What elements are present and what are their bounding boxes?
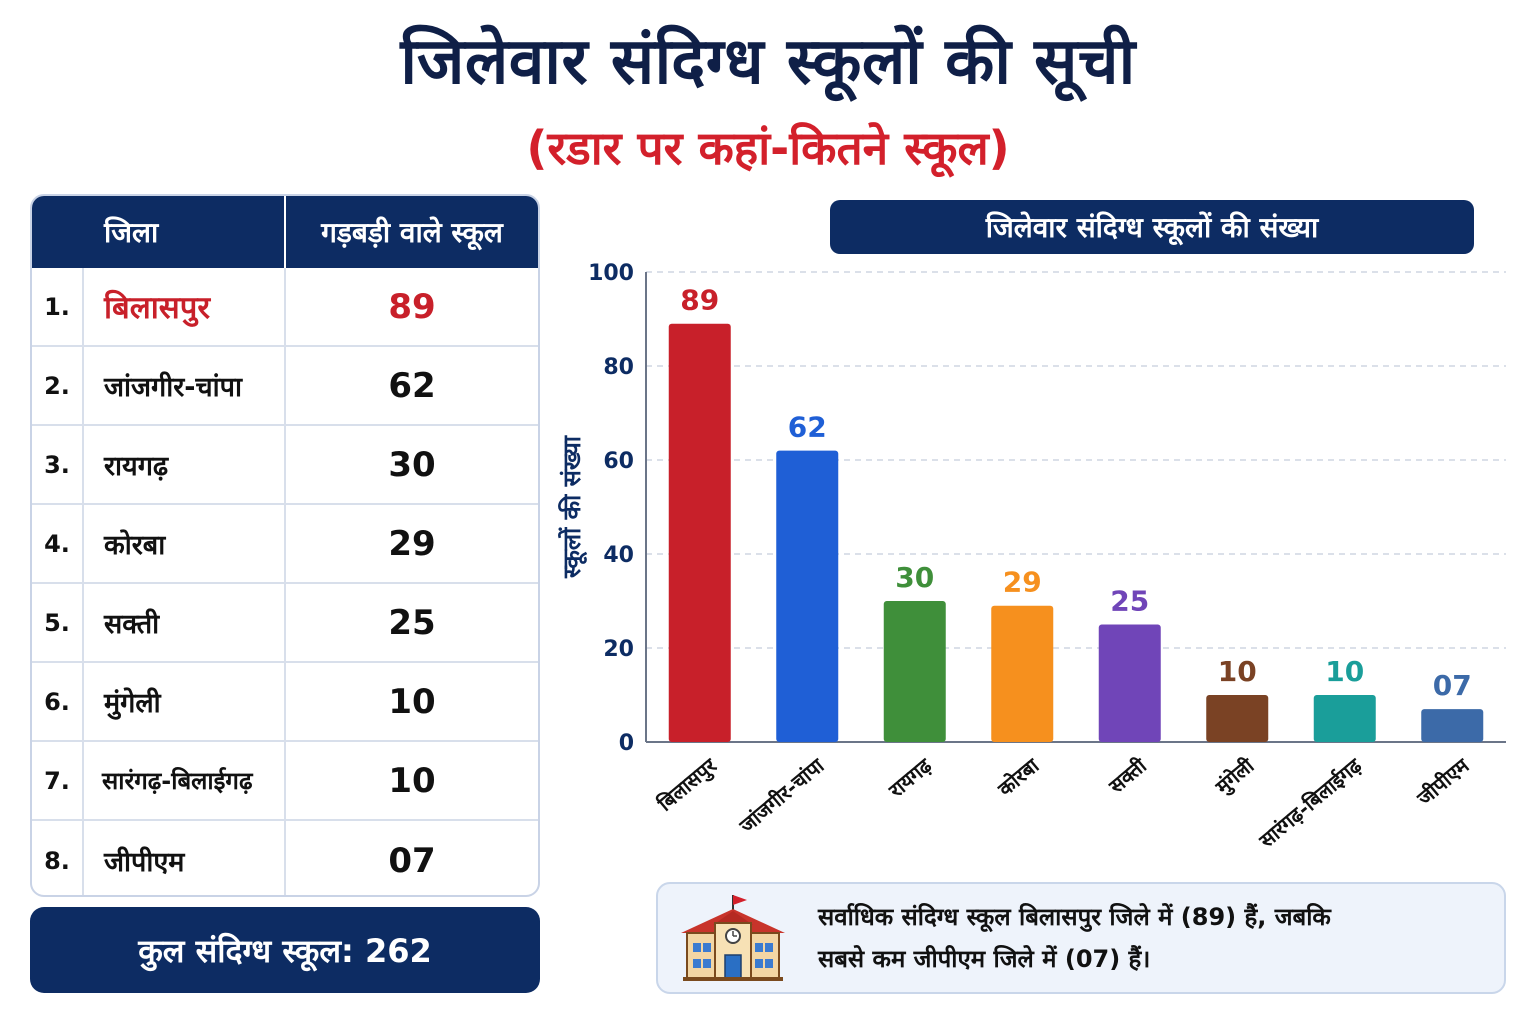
- note-text: सर्वाधिक संदिग्ध स्कूल बिलासपुर जिले में…: [808, 896, 1331, 980]
- page-title: जिलेवार संदिग्ध स्कूलों की सूची: [400, 25, 1136, 99]
- table-header: जिला गड़बड़ी वाले स्कूल: [32, 196, 538, 268]
- bar-2: [776, 450, 839, 742]
- table-row: 5. सक्ती 25: [32, 584, 538, 663]
- bar-value-label: 89: [680, 284, 719, 317]
- x-tick-label: रायगढ़: [883, 753, 936, 803]
- x-tick-label: जीपीएम: [1412, 753, 1475, 811]
- summary-note: सर्वाधिक संदिग्ध स्कूल बिलासपुर जिले में…: [656, 882, 1506, 994]
- header-count: गड़बड़ी वाले स्कूल: [321, 216, 503, 249]
- bar-value-label: 29: [1003, 566, 1042, 599]
- y-tick-label: 0: [619, 731, 634, 756]
- note-line-1: सर्वाधिक संदिग्ध स्कूल बिलासपुर जिले में…: [818, 903, 1331, 931]
- count-cell: 30: [388, 444, 436, 485]
- y-tick-label: 60: [603, 449, 634, 474]
- x-tick-label: जांजगीर-चांपा: [734, 753, 829, 838]
- school-building-icon: [658, 893, 808, 983]
- y-tick-label: 80: [603, 355, 634, 380]
- table-row: 3. रायगढ़ 30: [32, 426, 538, 505]
- count-cell: 25: [388, 602, 436, 643]
- header-district: जिला: [32, 196, 286, 268]
- x-tick-label: बिलासपुर: [652, 753, 722, 817]
- total-banner: कुल संदिग्ध स्कूल: 262: [30, 907, 540, 993]
- bar-8: [1421, 709, 1484, 742]
- rank-cell: 3.: [32, 426, 84, 503]
- district-cell: सक्ती: [84, 584, 286, 661]
- bar-5: [1098, 624, 1161, 742]
- count-cell: 10: [388, 760, 436, 801]
- x-tick-label: सारंगढ़-बिलाईगढ़: [1254, 753, 1367, 853]
- district-table: जिला गड़बड़ी वाले स्कूल 1. बिलासपुर 89 2…: [30, 194, 540, 897]
- table-row: 8. जीपीएम 07: [32, 821, 538, 895]
- district-cell: रायगढ़: [84, 426, 286, 503]
- rank-cell: 7.: [32, 742, 84, 819]
- table-body: 1. बिलासपुर 89 2. जांजगीर-चांपा 62 3. रा…: [32, 268, 538, 895]
- district-cell: जांजगीर-चांपा: [84, 347, 286, 424]
- x-tick-label: मुंगेली: [1210, 753, 1260, 800]
- bar-6: [1206, 695, 1269, 742]
- rank-cell: 6.: [32, 663, 84, 740]
- page-subtitle: (रडार पर कहां-कितने स्कूल): [526, 121, 1010, 175]
- bar-3: [883, 601, 946, 742]
- x-tick-label: सक्ती: [1103, 753, 1151, 799]
- rank-cell: 1.: [32, 268, 84, 345]
- bar-value-label: 10: [1218, 655, 1257, 688]
- district-cell: कोरबा: [84, 505, 286, 582]
- rank-cell: 2.: [32, 347, 84, 424]
- bar-1: [668, 323, 731, 742]
- y-tick-label: 20: [603, 637, 634, 662]
- rank-cell: 4.: [32, 505, 84, 582]
- count-cell: 62: [388, 365, 436, 406]
- count-cell: 29: [388, 523, 436, 564]
- table-row: 6. मुंगेली 10: [32, 663, 538, 742]
- district-cell: बिलासपुर: [84, 268, 286, 345]
- y-tick-label: 40: [603, 543, 634, 568]
- bar-value-label: 62: [788, 411, 827, 444]
- district-cell: सारंगढ़-बिलाईगढ़: [84, 742, 286, 819]
- bar-value-label: 10: [1325, 655, 1364, 688]
- rank-cell: 8.: [32, 821, 84, 895]
- rank-cell: 5.: [32, 584, 84, 661]
- table-row: 1. बिलासपुर 89: [32, 268, 538, 347]
- table-row: 4. कोरबा 29: [32, 505, 538, 584]
- table-row: 7. सारंगढ़-बिलाईगढ़ 10: [32, 742, 538, 821]
- bar-value-label: 07: [1433, 669, 1472, 702]
- bar-value-label: 30: [895, 561, 934, 594]
- bar-value-label: 25: [1110, 585, 1149, 618]
- y-tick-label: 100: [588, 261, 634, 286]
- bar-chart: 0 20 40 60 80 100 स्कूलों की संख्या 89 बिलासपुर 6…: [558, 261, 1506, 853]
- y-axis-label: स्कूलों की संख्या: [558, 435, 588, 579]
- count-cell: 89: [388, 286, 436, 327]
- district-cell: मुंगेली: [84, 663, 286, 740]
- bar-7: [1313, 695, 1376, 742]
- note-line-2: सबसे कम जीपीएम जिले में (07) हैं।: [818, 945, 1151, 973]
- chart-title: जिलेवार संदिग्ध स्कूलों की संख्या: [830, 200, 1474, 254]
- x-tick-label: कोरबा: [993, 753, 1045, 802]
- district-cell: जीपीएम: [84, 821, 286, 895]
- table-row: 2. जांजगीर-चांपा 62: [32, 347, 538, 426]
- count-cell: 07: [388, 840, 436, 881]
- count-cell: 10: [388, 681, 436, 722]
- bar-4: [991, 605, 1054, 742]
